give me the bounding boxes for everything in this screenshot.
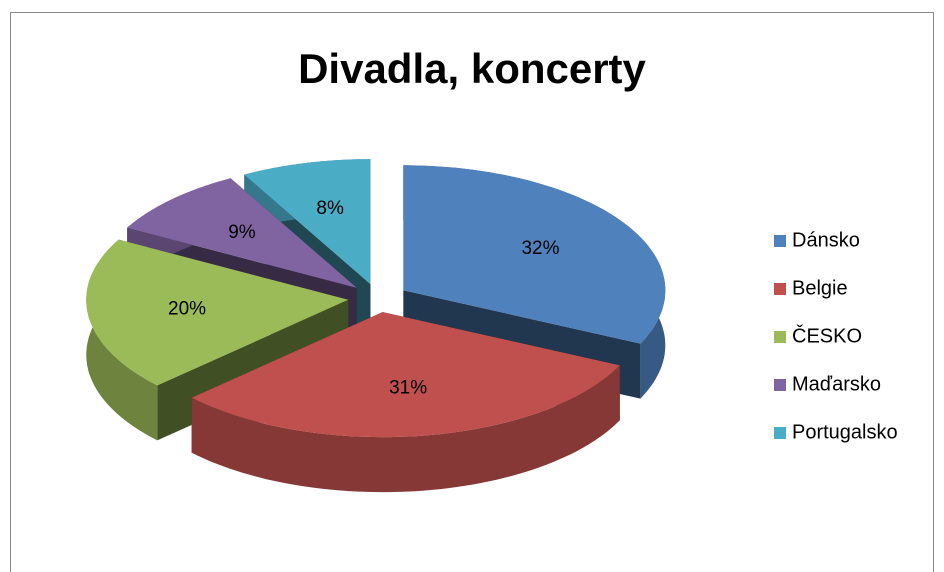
slice: [191, 312, 620, 493]
legend-swatch: [774, 331, 786, 343]
data-label: 31%: [389, 378, 427, 399]
data-label: 8%: [316, 198, 344, 219]
slice-top: [403, 165, 666, 344]
data-label: 32%: [521, 238, 559, 259]
legend-label: ČESKO: [792, 324, 862, 347]
legend-label: Maďarsko: [792, 373, 881, 395]
legend-label: Belgie: [792, 277, 848, 299]
legend-swatch: [774, 379, 786, 391]
data-label: 9%: [228, 222, 256, 243]
legend-label: Portugalsko: [792, 421, 898, 443]
slice-wall: [191, 365, 620, 493]
legend-swatch: [774, 427, 786, 439]
data-label: 20%: [168, 299, 206, 320]
slice-top: [244, 159, 371, 285]
slice-top: [127, 178, 357, 288]
slice-top: [86, 239, 349, 386]
legend-swatch: [774, 235, 786, 247]
slice-top: [191, 312, 620, 438]
legend-swatch: [774, 283, 786, 295]
chart-title: Divadla, koncerty: [298, 45, 646, 92]
legend-label: Dánsko: [792, 229, 860, 251]
